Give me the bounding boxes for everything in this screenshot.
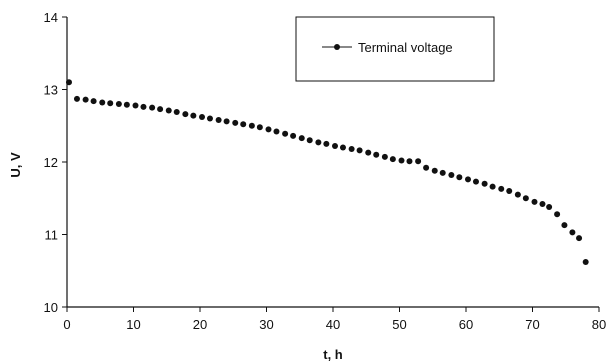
y-axis-ticks: 10 11 12 13 14	[44, 10, 67, 315]
y-tick-label: 11	[45, 228, 59, 243]
data-point	[381, 153, 388, 160]
data-point	[348, 145, 355, 152]
legend-marker-icon	[334, 44, 340, 50]
legend-label: Terminal voltage	[358, 40, 453, 55]
x-tick-label: 60	[459, 317, 473, 332]
data-point	[165, 107, 172, 114]
data-point	[157, 106, 164, 113]
data-point	[99, 99, 106, 106]
data-point	[315, 139, 322, 146]
data-point	[506, 188, 513, 194]
data-point	[514, 191, 521, 198]
y-tick-label: 14	[44, 10, 58, 25]
data-point	[531, 198, 538, 205]
data-series-terminal-voltage	[65, 79, 589, 266]
data-point	[439, 169, 446, 176]
data-point	[448, 172, 455, 179]
data-point	[323, 140, 330, 147]
data-point	[464, 176, 471, 183]
data-point	[215, 116, 222, 123]
data-point	[356, 147, 363, 154]
data-point	[190, 112, 197, 119]
x-tick-label: 10	[126, 317, 140, 332]
data-point	[282, 130, 289, 137]
data-point	[431, 167, 438, 174]
x-tick-label: 20	[193, 317, 207, 332]
x-tick-label: 40	[326, 317, 340, 332]
data-point	[423, 164, 430, 171]
legend-box	[295, 16, 495, 82]
data-point	[123, 101, 130, 108]
x-tick-label: 50	[392, 317, 406, 332]
data-point	[456, 174, 463, 181]
data-point	[240, 121, 247, 128]
data-point	[472, 178, 479, 185]
data-point	[539, 201, 546, 208]
x-tick-label: 80	[592, 317, 606, 332]
data-point	[481, 180, 488, 187]
x-axis-ticks: 0 10 20 30 40 50 60 70 80	[63, 307, 606, 332]
data-point	[132, 102, 139, 109]
y-tick-label: 12	[44, 155, 58, 170]
data-point	[415, 158, 422, 165]
data-point	[182, 111, 189, 118]
data-point	[331, 143, 338, 150]
data-point	[373, 151, 380, 158]
data-point	[489, 183, 496, 190]
data-point	[576, 235, 583, 242]
y-tick-label: 10	[44, 300, 58, 315]
data-point	[339, 144, 346, 151]
x-tick-label: 0	[63, 317, 70, 332]
data-point	[546, 203, 553, 210]
x-tick-label: 30	[259, 317, 273, 332]
y-axis-label: U, V	[8, 152, 23, 178]
data-point	[107, 100, 114, 107]
data-point	[206, 115, 213, 122]
data-point	[569, 229, 576, 236]
x-axis-label: t, h	[323, 347, 343, 362]
data-point	[149, 104, 156, 111]
legend: Terminal voltage	[295, 16, 495, 82]
data-point	[223, 118, 230, 125]
data-point	[290, 132, 297, 139]
data-point	[522, 195, 529, 202]
y-tick-label: 13	[44, 83, 58, 98]
data-point	[115, 101, 122, 107]
data-point	[398, 157, 405, 164]
data-point	[298, 135, 305, 142]
data-point	[265, 126, 272, 133]
data-point	[406, 158, 413, 165]
data-point	[73, 95, 80, 102]
data-point	[90, 98, 97, 105]
data-point	[256, 124, 263, 131]
x-tick-label: 70	[525, 317, 539, 332]
data-point	[582, 259, 589, 266]
data-point	[365, 149, 372, 156]
data-point	[561, 222, 568, 229]
data-point	[389, 156, 396, 163]
data-point	[173, 108, 180, 115]
data-point	[232, 119, 239, 126]
data-point	[248, 122, 255, 129]
data-point	[140, 103, 147, 110]
data-point	[306, 137, 313, 144]
data-point	[198, 114, 205, 121]
data-point	[82, 96, 89, 103]
data-point	[498, 185, 505, 192]
data-point	[273, 128, 280, 135]
data-point	[65, 79, 72, 86]
data-point	[554, 211, 561, 218]
